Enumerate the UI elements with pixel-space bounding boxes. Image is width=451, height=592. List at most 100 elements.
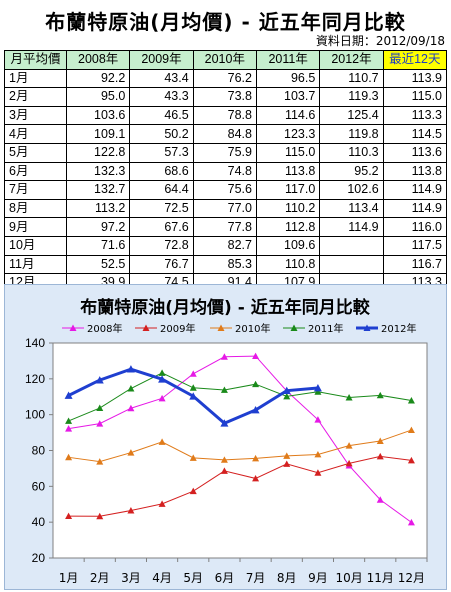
data-point	[314, 388, 322, 395]
table-cell-value: 114.9	[382, 180, 448, 200]
data-point	[376, 391, 384, 399]
x-tick-label: 4月	[152, 571, 172, 585]
header-2009: 2009年	[129, 50, 194, 70]
data-point	[376, 452, 384, 460]
x-tick-label: 3月	[121, 571, 141, 585]
table-cell-value: 92.2	[65, 68, 131, 89]
table-cell-value: 46.5	[129, 105, 194, 126]
data-point	[252, 474, 260, 482]
header-month: 月平均價	[4, 50, 67, 70]
table-cell-value: 109.6	[255, 235, 321, 256]
y-tick-label: 80	[32, 444, 46, 458]
table-cell-value: 113.8	[382, 161, 448, 182]
x-tick-label: 5月	[183, 571, 203, 585]
x-tick-label: 8月	[277, 571, 297, 585]
table-cell-value: 64.4	[129, 180, 194, 200]
y-tick-label: 140	[25, 336, 45, 350]
table-cell-value: 110.8	[255, 254, 321, 275]
table-cell-value: 122.8	[65, 142, 131, 163]
data-point	[65, 512, 73, 520]
series-line-2008年	[68, 355, 412, 523]
table-cell-value: 76.7	[129, 254, 194, 275]
data-point	[96, 512, 104, 520]
table-cell-value: 123.3	[255, 124, 321, 144]
data-point	[127, 385, 135, 392]
table-cell-value: 113.2	[65, 198, 131, 219]
data-point	[189, 487, 197, 495]
table-cell-value: 110.3	[319, 142, 384, 163]
x-tick-label: 9月	[308, 571, 328, 585]
data-point	[252, 454, 260, 462]
data-point	[65, 417, 73, 424]
data-point	[407, 426, 415, 434]
series-line-2010年	[68, 429, 412, 463]
data-point	[65, 425, 73, 432]
table-cell-value: 75.9	[192, 142, 257, 163]
data-point	[189, 384, 197, 391]
y-tick-label: 20	[32, 551, 46, 565]
table-row: 8月 113.2 72.5 77.0 110.2 113.4 114.9	[4, 198, 448, 219]
data-point	[65, 453, 73, 461]
data-point	[407, 518, 415, 526]
table-cell-value: 103.7	[255, 87, 321, 107]
data-point	[96, 420, 104, 427]
data-point	[376, 496, 384, 503]
x-tick-label: 7月	[246, 571, 266, 585]
data-point	[220, 419, 229, 427]
x-tick-label: 1月	[59, 571, 79, 585]
table-cell-value: 115.0	[255, 142, 321, 163]
data-point	[189, 454, 197, 461]
data-point	[95, 376, 104, 384]
legend-label: 2009年	[160, 322, 195, 335]
legend-label: 2008年	[87, 322, 122, 335]
table-cell-value: 77.8	[192, 217, 257, 237]
x-tick-label: 11月	[367, 571, 394, 585]
data-point	[220, 467, 228, 474]
data-point	[189, 392, 198, 400]
data-point	[282, 386, 291, 395]
table-cell-value: 115.0	[382, 87, 448, 107]
data-point	[127, 507, 135, 514]
data-point	[407, 397, 415, 404]
x-tick-label: 10月	[335, 571, 362, 585]
table-cell-value: 50.2	[129, 124, 194, 144]
data-point	[96, 458, 104, 465]
table-cell-value: 114.9	[382, 198, 448, 219]
table-row: 2月 95.0 43.3 73.8 103.7 119.3 115.0	[4, 87, 448, 107]
table-cell-value: 114.5	[382, 124, 448, 144]
chart-title: 布蘭特原油(月均價) - 近五年同月比較	[80, 297, 370, 318]
header-recent-12-days: 最近12天	[382, 50, 448, 70]
data-point	[158, 369, 166, 376]
data-point	[314, 450, 322, 458]
table-row: 1月 92.2 43.4 76.2 96.5 110.7 113.9	[4, 68, 448, 89]
data-point	[252, 352, 260, 360]
legend-marker	[290, 324, 298, 331]
table-row: 9月 97.2 67.6 77.8 112.8 114.9 116.0	[4, 217, 448, 237]
data-point	[376, 437, 384, 444]
table-cell-month: 11月	[4, 254, 67, 275]
table-row: 10月 71.6 72.8 82.7 109.6 117.5	[4, 235, 448, 256]
series-line-2011年	[68, 372, 412, 422]
x-tick-label: 12月	[398, 571, 425, 585]
table-cell-value: 114.9	[319, 217, 384, 237]
table-cell-value: 73.8	[192, 87, 257, 107]
data-point	[313, 383, 322, 392]
data-point	[251, 406, 260, 414]
data-point	[220, 456, 228, 463]
table-cell-value: 117.5	[382, 235, 448, 256]
header-2011: 2011年	[255, 50, 321, 70]
table-cell-value: 68.6	[129, 161, 194, 182]
legend-label: 2012年	[381, 322, 416, 335]
y-tick-label: 40	[32, 515, 46, 529]
x-tick-label: 2月	[90, 571, 110, 585]
data-point	[126, 365, 135, 373]
data-point	[314, 416, 322, 423]
data-point	[158, 375, 167, 383]
table-cell-value: 116.0	[382, 217, 448, 237]
x-tick-label: 6月	[215, 571, 235, 585]
data-point	[283, 460, 291, 467]
data-point	[64, 391, 73, 399]
data-point	[314, 469, 322, 476]
data-point	[189, 370, 197, 377]
